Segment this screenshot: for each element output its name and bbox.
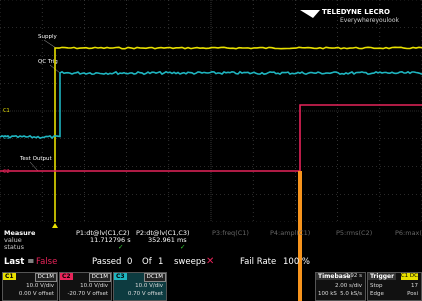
trigger-level: 17	[411, 283, 418, 290]
logo-mark	[300, 10, 320, 18]
passed-count: 0	[127, 257, 132, 268]
channel-coupling: DC1M	[35, 273, 57, 282]
timebase-samples: 100 kS	[318, 291, 337, 298]
param-value: 11.712796 s	[90, 236, 131, 244]
trace-label: Test Output	[19, 156, 53, 162]
scope-screen: Supply QC Trig Test Output C1 C3 C2 TELE…	[0, 0, 422, 301]
timebase-scale: 2.00 s/div	[335, 283, 362, 290]
fail-rate-label: Fail Rate	[240, 257, 276, 268]
row-label: status	[4, 243, 24, 251]
trigger-source: C1 DC	[401, 273, 418, 280]
channel-marker: C2	[3, 169, 10, 175]
channel-name: C1	[3, 273, 16, 280]
trigger-mode: Stop	[370, 283, 383, 290]
fail-mark: ✕	[206, 256, 214, 268]
channel-scale: 10.0 V/div	[26, 283, 54, 290]
waveform-display: Supply QC Trig Test Output C1 C3 C2 TELE…	[0, 0, 422, 222]
param-name: P3:freq(C1)	[212, 229, 249, 237]
channel-box: C2 DC1M 10.0 V/div -20.70 V offset	[59, 272, 112, 301]
timebase-delay: -7.92 s	[343, 273, 362, 280]
logo-tagline: Everywhereyoulook	[340, 17, 400, 24]
channel-box: C1 DC1M 10.0 V/div 0.00 V offset	[2, 272, 58, 301]
trigger-slope: Posi	[407, 291, 418, 298]
param-status: ✓	[118, 243, 123, 251]
channel-offset: -20.70 V offset	[67, 291, 108, 298]
last-label: Last =	[4, 257, 34, 268]
timebase-rate: 5.0 kS/s	[340, 291, 362, 298]
channel-coupling: DC1M	[144, 273, 166, 282]
total-count: 1	[158, 257, 163, 268]
channel-name: C2	[60, 273, 73, 280]
label-leader	[44, 40, 56, 48]
logo-brand: TELEDYNE LECRO	[322, 8, 390, 16]
trace-label: Supply	[38, 34, 57, 40]
channel-marker: C1	[3, 108, 10, 114]
trigger-type: Edge	[370, 291, 384, 298]
param-status: ✓	[180, 243, 185, 251]
channel-offset: 0.00 V offset	[19, 291, 54, 298]
last-value: False	[36, 257, 57, 268]
channel-scale: 10.0 V/div	[135, 283, 163, 290]
trigger-marker	[52, 223, 58, 228]
param-name: P5:rms(C2)	[336, 229, 372, 237]
trigger-box: Trigger C1 DC Stop 17 Edge Posi	[367, 272, 422, 301]
channel-coupling: DC1M	[89, 273, 111, 282]
channel-name: C3	[114, 273, 127, 280]
passed-label: Passed	[92, 257, 121, 268]
trigger-label: Trigger	[368, 273, 396, 280]
sweeps-label: sweeps	[174, 257, 206, 268]
channel-box: C3 DC1M 10.0 V/div 0.70 V offset	[113, 272, 167, 301]
fail-rate: 100 %	[283, 257, 310, 268]
channel-marker: C3	[3, 135, 10, 141]
channel-scale: 10.0 V/div	[80, 283, 108, 290]
param-name: P4:ampl(C1)	[270, 229, 310, 237]
of-label: Of	[142, 257, 152, 268]
timebase-box: Timebase -7.92 s 2.00 s/div 100 kS 5.0 k…	[315, 272, 366, 301]
channel-offset: 0.70 V offset	[128, 291, 163, 298]
param-name: P6:max(C	[395, 229, 422, 237]
